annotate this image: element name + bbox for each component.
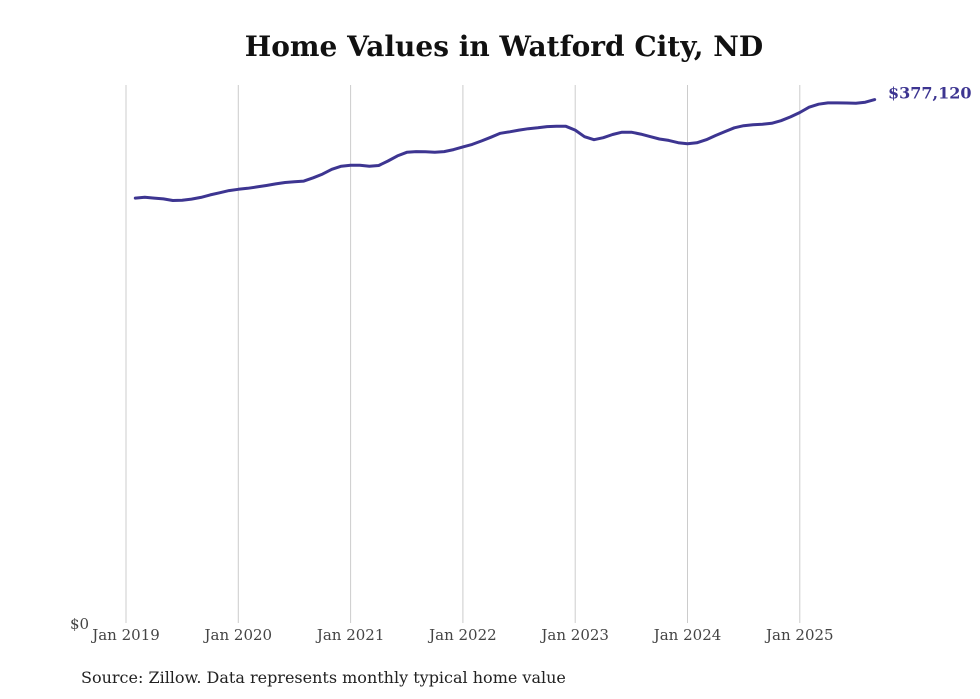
x-tick-label: Jan 2020 (203, 626, 273, 644)
grid-lines (125, 85, 801, 623)
series-line-home-value (133, 98, 877, 202)
axis-labels: Jan 2019 Jan 2020 Jan 2021 Jan 2022 Jan 2023… (70, 84, 972, 644)
chart-title: Home Values in Watford City, ND (244, 30, 764, 63)
x-tick-label: Jan 2024 (652, 626, 722, 644)
x-tick-label: Jan 2025 (764, 626, 834, 644)
chart-source-note: Source: Zillow. Data represents monthly … (81, 668, 566, 687)
y-tick-label: $0 (70, 615, 89, 633)
x-tick-label: Jan 2023 (539, 626, 609, 644)
x-tick-label: Jan 2021 (315, 626, 385, 644)
x-tick-label: Jan 2019 (90, 626, 160, 644)
x-tick-label: Jan 2022 (427, 626, 497, 644)
end-value-label: $377,120 (888, 84, 972, 103)
series-layer (133, 98, 877, 202)
line-chart: Jan 2019 Jan 2020 Jan 2021 Jan 2022 Jan 2023… (70, 84, 972, 644)
